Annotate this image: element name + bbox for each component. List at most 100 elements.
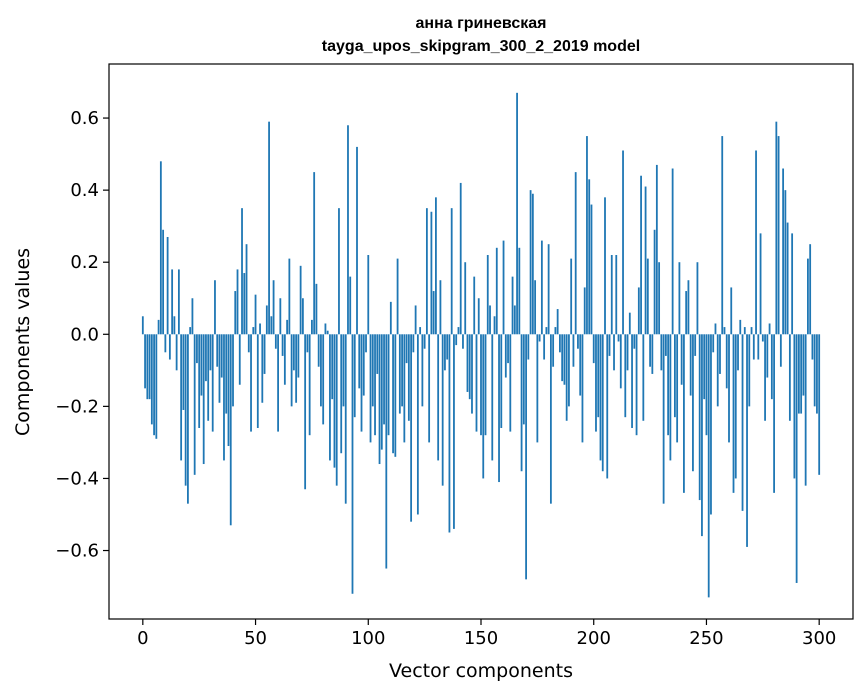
bar-151 bbox=[482, 334, 485, 479]
bar-23 bbox=[193, 334, 196, 475]
y-tick-label-0: 0.0 bbox=[70, 324, 99, 345]
bar-256 bbox=[719, 334, 721, 374]
bar-173 bbox=[531, 193, 534, 335]
bar-54 bbox=[263, 334, 266, 374]
bar-48 bbox=[250, 334, 252, 432]
bar-184 bbox=[556, 309, 559, 335]
bar-249 bbox=[703, 334, 706, 400]
bar-292 bbox=[800, 334, 803, 414]
x-axis: 0 50 100 150 200 250 300 bbox=[137, 619, 836, 649]
bars-group bbox=[141, 92, 821, 598]
bar-28 bbox=[205, 334, 207, 382]
bar-24 bbox=[196, 334, 198, 364]
bar-254 bbox=[714, 323, 717, 335]
bar-267 bbox=[743, 327, 746, 335]
bar-77 bbox=[315, 283, 318, 335]
bar-88 bbox=[340, 334, 343, 454]
bar-212 bbox=[619, 334, 622, 389]
bar-30 bbox=[209, 334, 212, 371]
bar-156 bbox=[493, 316, 496, 335]
bar-196 bbox=[583, 287, 586, 335]
bar-49 bbox=[252, 327, 255, 335]
bar-172 bbox=[529, 190, 532, 335]
bar-170 bbox=[525, 334, 527, 580]
bar-297 bbox=[811, 334, 814, 360]
bar-3 bbox=[148, 334, 151, 400]
bar-56 bbox=[268, 121, 270, 335]
bar-123 bbox=[419, 327, 422, 335]
bar-103 bbox=[374, 334, 376, 436]
bar-227 bbox=[653, 229, 656, 335]
bar-132 bbox=[439, 280, 442, 335]
bar-231 bbox=[662, 334, 665, 504]
bar-198 bbox=[588, 179, 591, 335]
bar-183 bbox=[554, 327, 557, 335]
bar-138 bbox=[453, 334, 455, 529]
bar-126 bbox=[425, 208, 428, 335]
bar-261 bbox=[730, 287, 733, 335]
bar-134 bbox=[444, 334, 446, 371]
bar-64 bbox=[286, 319, 289, 335]
bar-248 bbox=[701, 334, 703, 537]
plot-frame bbox=[108, 63, 854, 620]
bar-206 bbox=[606, 334, 609, 479]
bar-226 bbox=[651, 334, 654, 374]
bar-58 bbox=[272, 280, 275, 335]
bar-277 bbox=[766, 334, 769, 378]
bar-258 bbox=[723, 327, 726, 335]
bar-182 bbox=[552, 334, 555, 367]
bar-266 bbox=[741, 334, 744, 511]
bar-246 bbox=[696, 262, 699, 335]
bar-127 bbox=[428, 334, 431, 443]
x-tick-label-250: 250 bbox=[689, 628, 723, 649]
bar-73 bbox=[306, 334, 309, 353]
bar-104 bbox=[376, 334, 379, 374]
bar-288 bbox=[791, 233, 794, 335]
bar-26 bbox=[200, 334, 203, 396]
y-tick-label--0.2: −0.2 bbox=[55, 396, 99, 417]
bar-300 bbox=[818, 334, 821, 475]
bar-66 bbox=[290, 334, 293, 407]
bar-154 bbox=[489, 305, 491, 335]
bar-180 bbox=[547, 244, 550, 335]
bar-218 bbox=[633, 334, 636, 349]
bar-119 bbox=[410, 334, 413, 522]
bar-62 bbox=[281, 334, 284, 356]
chart-subtitle: tayga_upos_skipgram_300_2_2019 model bbox=[322, 38, 640, 55]
bar-144 bbox=[466, 334, 469, 392]
bar-120 bbox=[412, 334, 415, 353]
bar-116 bbox=[403, 334, 406, 443]
bar-95 bbox=[356, 146, 358, 335]
bar-244 bbox=[692, 334, 694, 472]
bar-272 bbox=[755, 150, 757, 335]
bar-191 bbox=[572, 334, 575, 367]
x-tick-label-300: 300 bbox=[802, 628, 836, 649]
bar-0 bbox=[141, 316, 144, 335]
bar-74 bbox=[308, 334, 311, 436]
x-tick-label-0: 0 bbox=[137, 628, 148, 649]
bar-229 bbox=[658, 262, 661, 335]
bar-19 bbox=[184, 334, 187, 486]
bar-199 bbox=[590, 204, 593, 335]
bar-291 bbox=[797, 334, 800, 414]
bar-125 bbox=[423, 334, 426, 349]
x-axis-label: Vector components bbox=[389, 660, 573, 682]
bar-211 bbox=[617, 334, 620, 342]
bar-32 bbox=[214, 280, 216, 335]
bar-293 bbox=[802, 334, 805, 396]
bar-178 bbox=[543, 334, 546, 360]
bar-14 bbox=[173, 316, 176, 335]
bar-185 bbox=[559, 334, 561, 353]
bar-251 bbox=[707, 334, 710, 598]
bar-162 bbox=[507, 334, 509, 364]
bar-72 bbox=[304, 334, 307, 490]
bar-2 bbox=[146, 334, 149, 400]
bar-141 bbox=[459, 182, 462, 335]
bar-200 bbox=[592, 334, 595, 364]
bar-57 bbox=[270, 316, 273, 335]
bar-197 bbox=[586, 136, 588, 335]
bar-278 bbox=[768, 323, 771, 335]
bar-225 bbox=[649, 334, 651, 367]
bar-168 bbox=[520, 334, 523, 472]
